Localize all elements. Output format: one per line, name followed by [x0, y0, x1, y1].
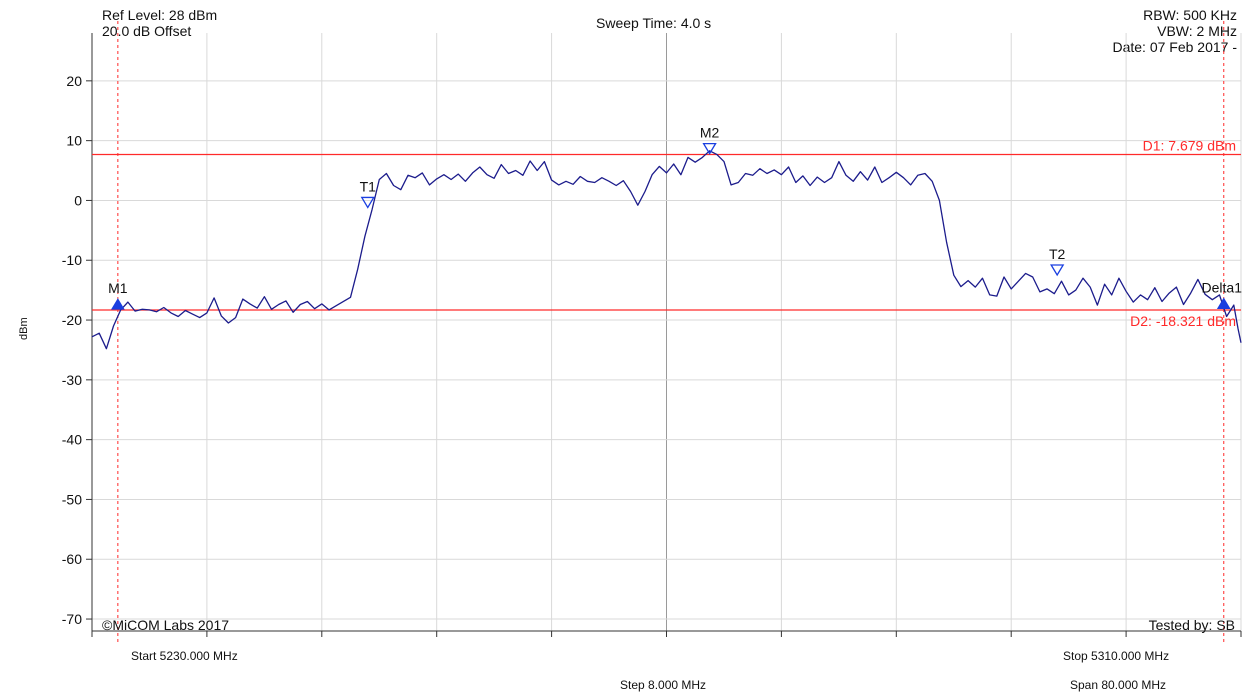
markers: M1 T1 M2 T2 Delta1	[108, 125, 1243, 310]
y-tick-label: 0	[74, 192, 82, 208]
trace	[91, 150, 1242, 350]
y-tick-label: 20	[66, 73, 82, 89]
y-tick-label: -60	[62, 551, 82, 567]
offset: 20.0 dB Offset	[102, 23, 192, 39]
marker-m1	[110, 298, 125, 310]
display-lines: D1: 7.679 dBm D2: -18.321 dBm	[92, 21, 1241, 643]
trace-line	[91, 150, 1242, 350]
display-line-label: D2: -18.321 dBm	[1130, 313, 1236, 329]
date: Date: 07 Feb 2017 -	[1112, 39, 1237, 55]
copyright: ©MiCOM Labs 2017	[102, 617, 230, 633]
span: Span 80.000 MHz	[1070, 678, 1167, 692]
marker-label: M1	[108, 280, 128, 296]
marker-label: T1	[360, 178, 377, 194]
sweep-time: Sweep Time: 4.0 s	[596, 15, 712, 31]
marker-label: Delta1	[1202, 279, 1243, 295]
stop-frequency: Stop 5310.000 MHz	[1063, 649, 1170, 663]
grid	[91, 33, 1242, 637]
y-tick-label: -40	[62, 432, 82, 448]
marker-delta1	[1216, 297, 1231, 309]
y-tick-label: -50	[62, 491, 82, 507]
marker-m2	[702, 142, 717, 155]
start-frequency: Start 5230.000 MHz	[131, 649, 238, 663]
y-tick-label: -30	[62, 372, 82, 388]
tested-by: Tested by: SB	[1148, 617, 1235, 633]
marker-label: T2	[1049, 246, 1066, 262]
y-ticks: 20 10 0 -10 -20 -30 -40 -50 -60 -70	[62, 73, 92, 627]
marker-t1	[360, 196, 375, 209]
y-tick-label: -20	[62, 312, 82, 328]
marker-label: M2	[700, 125, 720, 141]
y-tick-label: -70	[62, 611, 82, 627]
y-tick-label: -10	[62, 252, 82, 268]
marker-t2	[1050, 264, 1065, 277]
display-line-label: D1: 7.679 dBm	[1143, 138, 1236, 154]
y-tick-label: 10	[66, 133, 82, 149]
ref-level: Ref Level: 28 dBm	[102, 7, 218, 23]
rbw: RBW: 500 KHz	[1143, 7, 1237, 23]
step-frequency: Step 8.000 MHz	[620, 678, 707, 692]
vbw: VBW: 2 MHz	[1157, 23, 1237, 39]
